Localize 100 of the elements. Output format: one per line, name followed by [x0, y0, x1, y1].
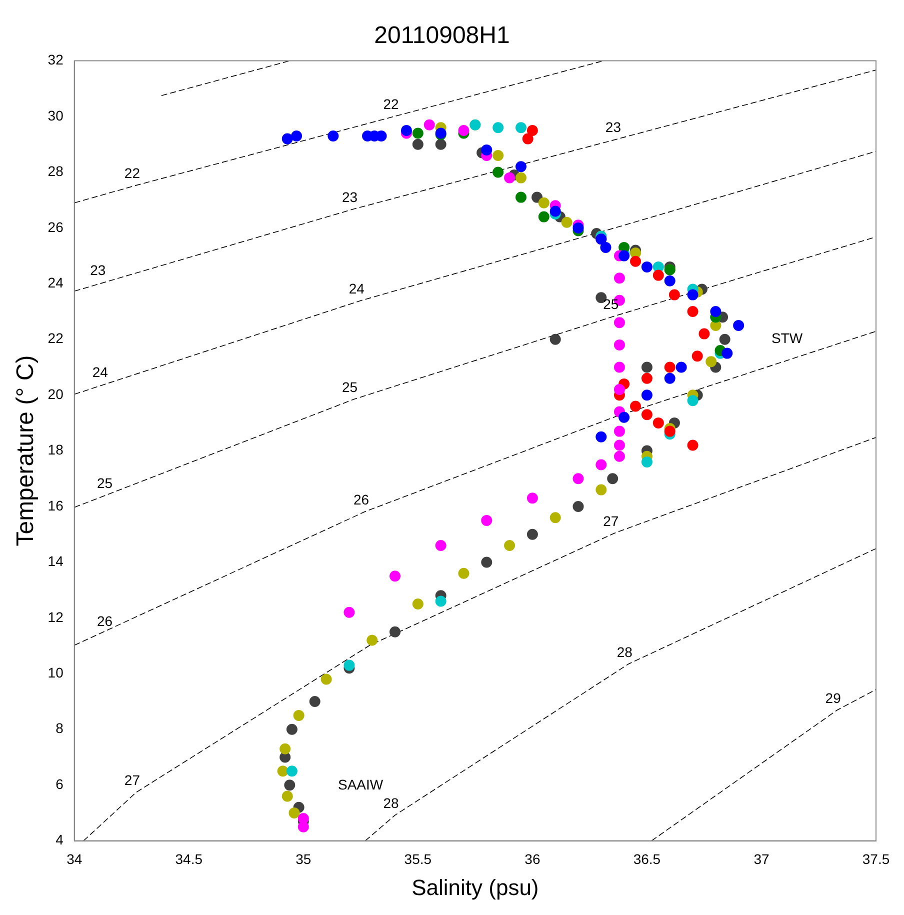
point	[664, 426, 676, 437]
annotation: 26	[96, 613, 113, 630]
annotation: 27	[603, 512, 619, 529]
point	[435, 596, 446, 607]
point	[435, 138, 446, 150]
point	[492, 166, 504, 178]
point	[719, 334, 730, 345]
point	[504, 172, 516, 184]
point	[614, 450, 625, 462]
y-tick-label: 8	[56, 720, 64, 736]
point	[286, 724, 298, 735]
x-tick-label: 36.5	[633, 851, 661, 868]
point	[687, 289, 698, 300]
y-tick-label: 20	[48, 386, 64, 402]
point	[538, 197, 550, 208]
point	[733, 320, 744, 331]
point	[532, 192, 543, 203]
point	[572, 501, 584, 512]
y-tick-label: 24	[48, 274, 64, 291]
point	[572, 473, 584, 484]
x-tick-label: 35	[296, 851, 312, 868]
x-tick-label: 35.5	[404, 851, 432, 868]
y-tick-label: 14	[48, 553, 64, 570]
y-tick-label: 28	[48, 163, 64, 180]
line-series	[74, 70, 876, 292]
annotation: 28	[383, 795, 400, 812]
point	[596, 431, 607, 442]
point	[515, 161, 526, 172]
point	[400, 124, 412, 136]
point	[664, 372, 676, 384]
y-axis-title: Temperature (° C)	[12, 355, 40, 546]
annotation: 29	[825, 690, 842, 706]
y-tick-label: 12	[48, 608, 64, 625]
point	[291, 130, 302, 142]
y-tick-label: 6	[56, 776, 64, 792]
point	[288, 807, 300, 818]
point	[596, 484, 607, 496]
x-tick-label: 36	[524, 851, 540, 868]
point	[664, 275, 676, 286]
annotation: 25	[96, 475, 113, 492]
line-series	[74, 236, 876, 508]
annotation: 26	[353, 491, 370, 508]
point	[618, 250, 630, 262]
annotation: 25	[342, 379, 358, 396]
point	[390, 570, 401, 582]
point	[515, 172, 526, 184]
point	[366, 634, 378, 646]
line-series	[74, 330, 876, 646]
y-tick-label: 26	[48, 218, 64, 235]
point	[286, 766, 298, 777]
point	[390, 626, 401, 638]
y-tick-label: 16	[48, 497, 64, 514]
annotation: 22	[124, 165, 140, 182]
point	[515, 122, 526, 134]
x-tick-label: 34.5	[175, 851, 203, 868]
y-tick-label: 4	[56, 832, 64, 848]
point	[572, 222, 584, 234]
point	[641, 390, 652, 401]
x-axis-title: Salinity (psu)	[412, 874, 539, 900]
point	[614, 272, 625, 284]
point	[282, 790, 293, 802]
point	[722, 348, 733, 359]
annotation: 28	[616, 644, 633, 660]
point	[550, 512, 561, 524]
point	[550, 334, 561, 345]
point	[664, 362, 676, 373]
point	[641, 372, 652, 384]
point	[561, 216, 572, 228]
annotation: 24	[92, 364, 108, 380]
point	[668, 289, 680, 300]
point	[687, 440, 698, 451]
annotation: SAAIW	[338, 776, 384, 792]
point	[412, 128, 424, 139]
point	[280, 743, 291, 754]
point	[652, 417, 664, 428]
annotation: 27	[124, 772, 140, 788]
point	[614, 384, 625, 396]
annotation: STW	[771, 330, 804, 346]
annotation: 23	[90, 262, 106, 278]
point	[458, 568, 470, 579]
point	[481, 556, 492, 568]
point	[293, 710, 304, 721]
point	[676, 362, 687, 373]
point	[641, 261, 652, 272]
annotation: 23	[342, 188, 358, 205]
point	[492, 150, 504, 162]
point	[630, 256, 642, 267]
annotation: 25	[603, 296, 619, 312]
point	[607, 473, 618, 484]
point	[710, 306, 722, 318]
point	[458, 124, 470, 136]
point	[538, 211, 550, 222]
point	[618, 412, 630, 423]
y-tick-label: 30	[48, 107, 64, 124]
annotation: 23	[605, 118, 622, 135]
point	[698, 328, 710, 340]
point	[652, 270, 664, 281]
point	[614, 362, 625, 373]
point	[435, 540, 446, 552]
point	[282, 133, 293, 144]
